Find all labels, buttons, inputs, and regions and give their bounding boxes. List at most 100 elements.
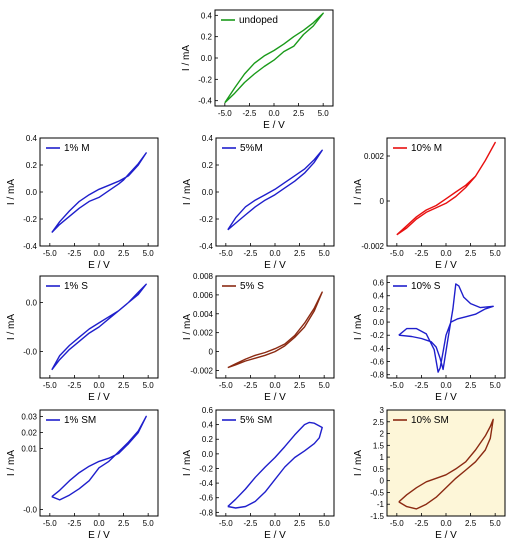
x-tick-label: -5.0 xyxy=(219,381,233,390)
y-tick-label: -0.6 xyxy=(370,358,384,367)
y-tick-label: -1 xyxy=(377,500,385,509)
plot-frame xyxy=(39,137,159,247)
y-tick-label: -0.2 xyxy=(370,331,384,340)
panel-1pct-sm: -5.0 -2.5 0.0 2.5 5.0 -0.0 0.01 0.02 0.03 E / V I … xyxy=(6,409,159,541)
y-tick-label: 0.02 xyxy=(21,428,37,437)
y-tick-label: -0.5 xyxy=(370,488,384,497)
y-tick-label: 0.6 xyxy=(373,279,385,288)
y-axis-title: I / mA xyxy=(353,314,364,340)
legend: undoped xyxy=(221,15,278,26)
y-tick-label: -0.0 xyxy=(23,506,37,515)
y-tick-label: -1.5 xyxy=(370,512,384,521)
x-axis-title: E / V xyxy=(263,120,285,131)
y-axis-title: I / mA xyxy=(182,179,193,205)
x-axis-title: E / V xyxy=(435,392,457,403)
y-tick-label: 3 xyxy=(380,406,385,415)
legend-label: 10% SM xyxy=(411,415,449,426)
y-tick-label: 0.0 xyxy=(26,188,38,197)
legend-label: 1% SM xyxy=(64,415,96,426)
y-tick-label: 0.2 xyxy=(26,161,38,170)
y-tick-label: 0.4 xyxy=(201,11,213,20)
x-tick-label: 0.0 xyxy=(440,519,452,528)
y-tick-label: 1.5 xyxy=(373,441,385,450)
x-tick-label: 0.0 xyxy=(268,109,280,118)
y-tick-label: -0.2 xyxy=(199,215,213,224)
series-line-1pct-s xyxy=(51,283,147,371)
y-tick-label: 0.006 xyxy=(193,291,214,300)
x-tick-label: 0.0 xyxy=(440,249,452,258)
x-axis-title: E / V xyxy=(88,260,110,271)
x-tick-label: 0.0 xyxy=(93,249,105,258)
x-axis-title: E / V xyxy=(88,392,110,403)
y-tick-label: 0.01 xyxy=(21,445,37,454)
x-tick-label: 5.0 xyxy=(319,249,331,258)
series-line-undoped xyxy=(224,12,324,104)
x-tick-label: 5.0 xyxy=(143,381,155,390)
x-tick-label: 5.0 xyxy=(490,519,502,528)
series-line-1pct-sm xyxy=(51,415,147,501)
x-tick-label: 5.0 xyxy=(319,519,331,528)
series-line-5pctm xyxy=(227,149,323,231)
y-tick-label: -0.2 xyxy=(23,215,37,224)
x-tick-label: 5.0 xyxy=(143,249,155,258)
plot-frame xyxy=(215,275,335,379)
x-tick-label: 2.5 xyxy=(118,381,130,390)
panel-5pct-s: -5.0 -2.5 0.0 2.5 5.0 -0.002 0 0.002 0.004 0.006 0… xyxy=(182,272,335,403)
x-axis-title: E / V xyxy=(88,530,110,541)
y-tick-label: 1 xyxy=(380,453,385,462)
y-tick-label: 2 xyxy=(380,430,385,439)
y-tick-label: 0.03 xyxy=(21,412,37,421)
series-line-10pct-s xyxy=(398,283,494,373)
x-tick-label: 5.0 xyxy=(490,381,502,390)
x-tick-label: -2.5 xyxy=(244,381,258,390)
y-tick-label: 0 xyxy=(380,477,385,486)
x-tick-label: 2.5 xyxy=(118,519,130,528)
y-tick-label: 0.2 xyxy=(202,161,214,170)
legend-label: 10% S xyxy=(411,281,441,292)
y-tick-label: -0.4 xyxy=(198,97,212,106)
x-tick-label: 5.0 xyxy=(143,519,155,528)
x-tick-label: 2.5 xyxy=(465,249,477,258)
x-tick-label: -5.0 xyxy=(390,249,404,258)
legend: 1% M xyxy=(46,143,90,154)
x-tick-label: 5.0 xyxy=(319,381,331,390)
y-tick-label: -0.4 xyxy=(199,242,213,251)
y-tick-label: 0.0 xyxy=(202,188,214,197)
x-tick-label: 0.0 xyxy=(93,381,105,390)
x-tick-label: 2.5 xyxy=(465,519,477,528)
x-tick-label: -2.5 xyxy=(68,519,82,528)
x-tick-label: -2.5 xyxy=(415,249,429,258)
panel-10pct-m: -5.0 -2.5 0.0 2.5 5.0 -0.002 0 0.002 E / V I / mA… xyxy=(353,137,506,271)
y-axis-title: I / mA xyxy=(353,179,364,205)
y-tick-label: 0.0 xyxy=(202,450,214,459)
panel-5pctm: -5.0 -2.5 0.0 2.5 5.0 -0.4 -0.2 0.0 0.2 0.4 E / V I… xyxy=(182,134,335,271)
x-tick-label: -5.0 xyxy=(43,519,57,528)
y-tick-label: 2.5 xyxy=(373,418,385,427)
y-tick-label: 0.6 xyxy=(202,406,214,415)
series-line-5pct-sm xyxy=(227,421,323,509)
y-tick-label: 0.0 xyxy=(201,54,213,63)
y-tick-label: 0.004 xyxy=(193,310,214,319)
y-axis-title: I / mA xyxy=(6,450,17,476)
legend: 1% SM xyxy=(46,415,96,426)
x-tick-label: -5.0 xyxy=(390,519,404,528)
legend: 5%M xyxy=(222,143,263,154)
legend-label: 5% SM xyxy=(240,415,272,426)
y-tick-label: 0.002 xyxy=(193,329,214,338)
y-tick-label: -0.6 xyxy=(199,494,213,503)
y-tick-label: 0.0 xyxy=(373,318,385,327)
x-tick-label: 2.5 xyxy=(118,249,130,258)
x-tick-label: -2.5 xyxy=(244,519,258,528)
y-axis-title: I / mA xyxy=(6,179,17,205)
panel-5pct-sm: -5.0 -2.5 0.0 2.5 5.0 -0.8 -0.6 -0.4 -0.2 0.0 0.2 0… xyxy=(182,406,335,541)
x-tick-label: 0.0 xyxy=(269,519,281,528)
x-tick-label: 5.0 xyxy=(318,109,330,118)
x-tick-label: 2.5 xyxy=(293,109,305,118)
panel-10pct-sm: -5.0 -2.5 0.0 2.5 5.0 -1.5 -1 -0.5 0 0.5 1 1.5 2 2.5 3… xyxy=(353,406,506,541)
panel-1pct-m: -5.0 -2.5 0.0 2.5 5.0 -0.4 -0.2 0.0 0.2 0.4 E / V I… xyxy=(6,134,159,271)
x-axis-title: E / V xyxy=(264,392,286,403)
legend-label: 1% M xyxy=(64,143,90,154)
x-tick-label: 2.5 xyxy=(465,381,477,390)
x-tick-label: -5.0 xyxy=(43,249,57,258)
